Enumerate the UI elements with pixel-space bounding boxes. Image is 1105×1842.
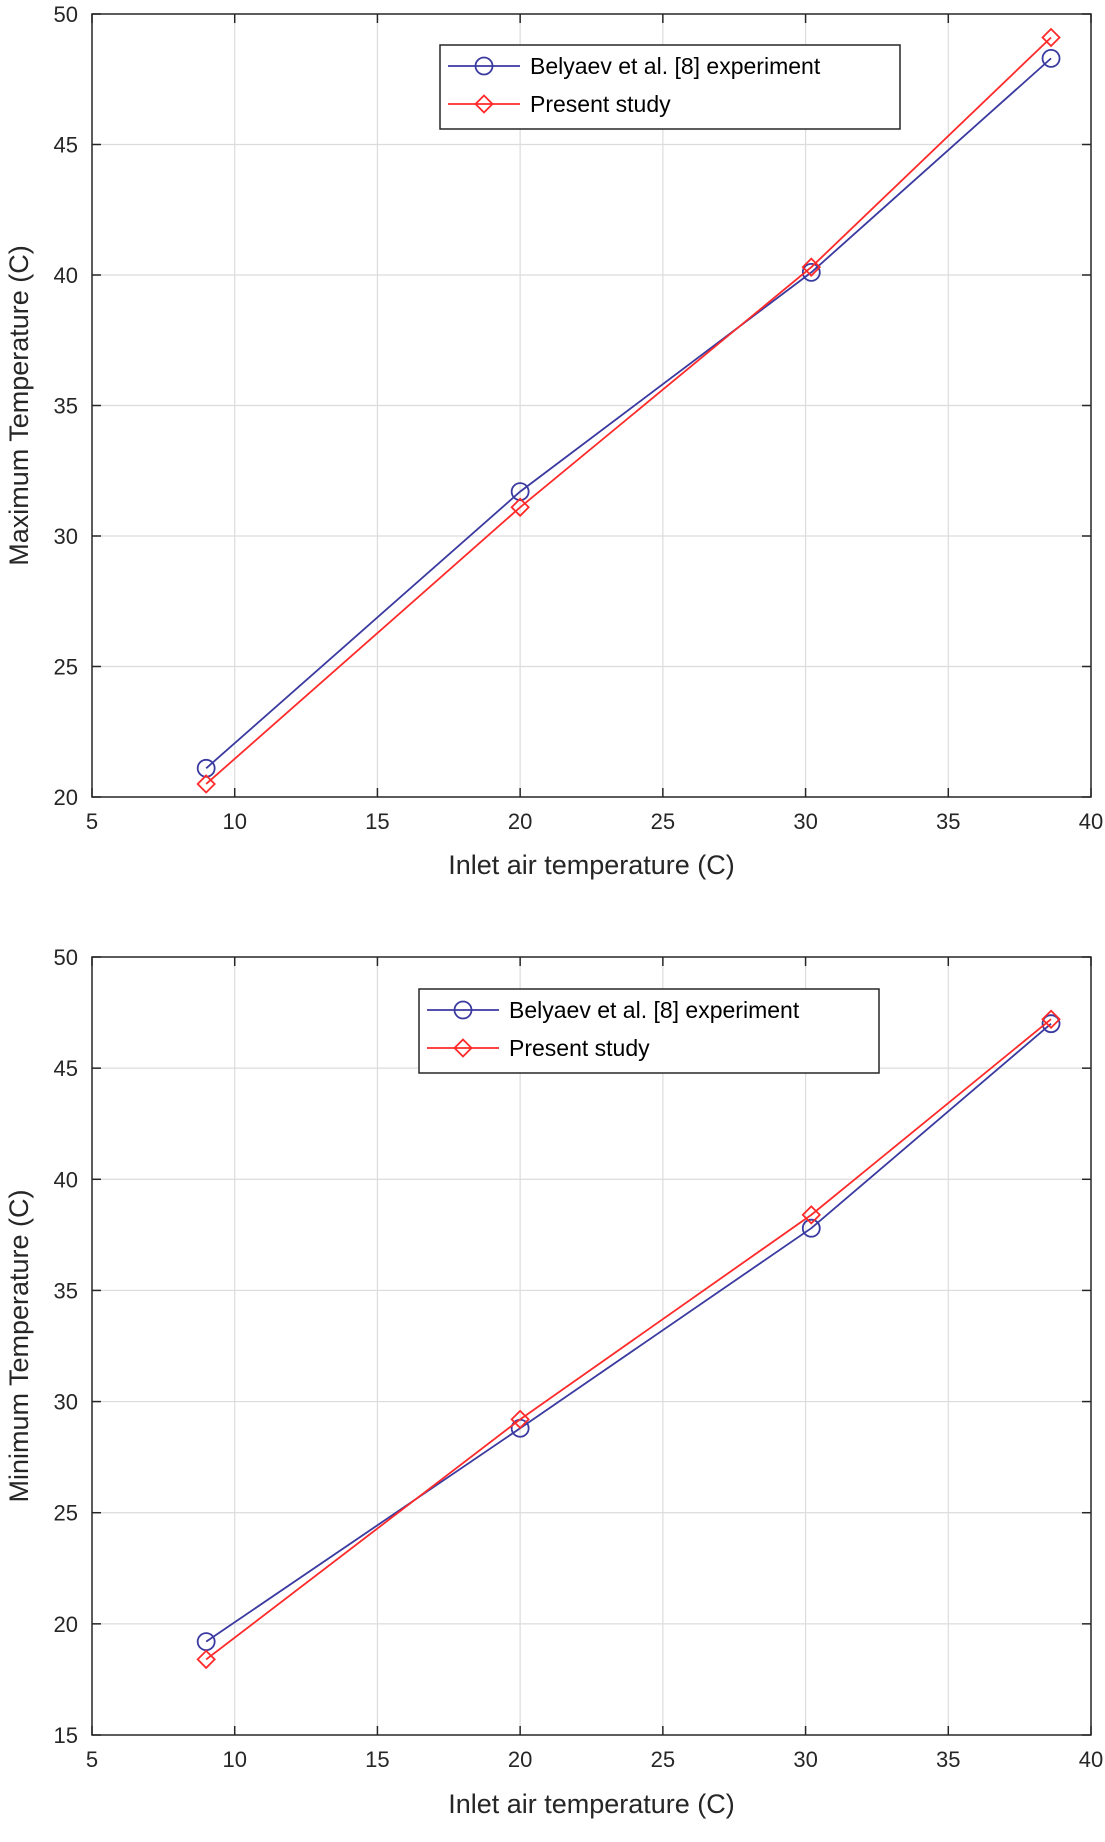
x-tick-label: 15 (365, 809, 389, 834)
y-tick-label: 25 (54, 1501, 78, 1526)
belyaev-data-point (801, 1218, 821, 1238)
x-tick-label: 30 (793, 809, 817, 834)
y-tick-label: 35 (54, 394, 78, 419)
series-line-belyaev (205, 57, 1052, 769)
max-temperature-chart: 5 10 15 20 25 30 35 40 20 25 30 35 40 45 50 Inlet air t… (4, 2, 1103, 880)
axes-frame (91, 956, 1092, 1736)
legend-marker-diamond-icon (474, 94, 494, 114)
legend-entry-label: Present study (509, 1035, 650, 1061)
y-tick-label: 20 (54, 785, 78, 810)
y-tick-label: 45 (54, 133, 78, 158)
legend-marker-diamond-icon (453, 1038, 473, 1058)
legend-marker-circle-icon (453, 1000, 473, 1020)
legend-box (418, 988, 880, 1074)
y-tick-label: 50 (54, 945, 78, 970)
present-study-data-point (510, 1409, 530, 1430)
present-study-data-point (510, 497, 530, 518)
x-tick-label: 5 (86, 809, 98, 834)
y-tick-label: 30 (54, 524, 78, 549)
belyaev-data-point (1041, 48, 1061, 68)
x-axis-label: Inlet air temperature (C) (448, 1789, 735, 1819)
legend-entry-label: Belyaev et al. [8] experiment (509, 997, 800, 1023)
series-line-present-study (205, 36, 1052, 785)
y-tick-label: 35 (54, 1278, 78, 1303)
x-tick-label: 5 (86, 1747, 98, 1772)
x-tick-label: 40 (1079, 809, 1103, 834)
x-tick-label: 25 (651, 1747, 675, 1772)
present-study-data-point (801, 1205, 822, 1225)
present-study-data-point (801, 257, 822, 277)
series-line-belyaev (205, 1023, 1052, 1643)
present-study-data-point (1041, 27, 1061, 48)
y-axis-label: Maximum Temperature (C) (4, 245, 34, 566)
x-tick-label: 20 (508, 809, 532, 834)
y-tick-label: 30 (54, 1390, 78, 1415)
legend-entry-label: Belyaev et al. [8] experiment (530, 53, 821, 79)
belyaev-data-point (801, 262, 821, 282)
x-tick-label: 40 (1079, 1747, 1103, 1772)
y-tick-label: 45 (54, 1056, 78, 1081)
legend-box (439, 44, 901, 130)
series-line-present-study (205, 1018, 1052, 1661)
legend-entry-label: Present study (530, 91, 671, 117)
y-tick-label: 40 (54, 263, 78, 288)
min-temperature-chart: 5 10 15 20 25 30 35 40 15 20 25 30 35 40 45 50 Inlet air… (4, 945, 1103, 1819)
x-tick-label: 35 (936, 809, 960, 834)
x-axis-label: Inlet air temperature (C) (448, 850, 735, 880)
y-tick-label: 20 (54, 1612, 78, 1637)
y-tick-label: 40 (54, 1167, 78, 1192)
x-tick-label: 15 (365, 1747, 389, 1772)
present-study-data-point (196, 1649, 216, 1670)
x-tick-label: 20 (508, 1747, 532, 1772)
present-study-data-point (196, 774, 216, 794)
x-tick-label: 10 (222, 1747, 246, 1772)
belyaev-data-point (510, 482, 530, 502)
y-axis-label: Minimum Temperature (C) (4, 1189, 34, 1502)
legend-marker-circle-icon (474, 56, 494, 76)
x-tick-label: 35 (936, 1747, 960, 1772)
x-tick-label: 10 (222, 809, 246, 834)
belyaev-data-point (196, 758, 216, 778)
belyaev-data-point (1041, 1014, 1061, 1034)
x-tick-label: 30 (793, 1747, 817, 1772)
present-study-data-point (1041, 1009, 1061, 1030)
y-tick-label: 15 (54, 1723, 78, 1748)
x-tick-label: 25 (651, 809, 675, 834)
y-tick-label: 25 (54, 655, 78, 680)
y-tick-label: 50 (54, 2, 78, 27)
